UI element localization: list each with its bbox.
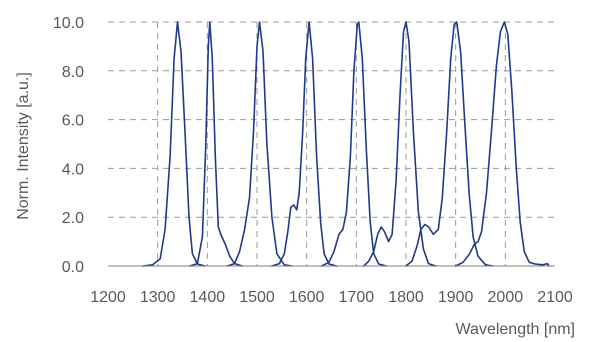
axis-layer: 0.0 2.0 4.0 6.0 8.0 10.0 1200 1300 1400 1500 1600 1… xyxy=(53,15,573,306)
x-tick-label: 1600 xyxy=(289,289,325,306)
y-axis-title: Norm. Intensity [a.u.] xyxy=(15,72,32,220)
x-tick-label: 1500 xyxy=(239,289,275,306)
x-tick-label: 1400 xyxy=(190,289,226,306)
labels-layer: Norm. Intensity [a.u.] Wavelength [nm] xyxy=(15,72,575,338)
series-line xyxy=(363,21,437,267)
y-tick-label: 4.0 xyxy=(62,161,84,178)
x-tick-label: 1300 xyxy=(140,289,176,306)
grid-layer xyxy=(108,21,555,266)
series-line xyxy=(454,21,550,267)
series-line xyxy=(189,21,243,267)
x-tick-label: 1200 xyxy=(90,289,126,306)
y-tick-label: 2.0 xyxy=(62,210,84,227)
x-tick-label: 1900 xyxy=(438,289,474,306)
x-tick-label: 2100 xyxy=(537,289,573,306)
y-tick-label: 8.0 xyxy=(62,64,84,81)
y-tick-label: 6.0 xyxy=(62,113,84,130)
y-tick-label: 10.0 xyxy=(53,15,84,32)
y-tick-label: 0.0 xyxy=(62,259,84,276)
series-line xyxy=(405,21,494,267)
series-line xyxy=(320,21,387,267)
x-tick-label: 2000 xyxy=(488,289,524,306)
x-tick-label: 1800 xyxy=(388,289,424,306)
series-line xyxy=(226,21,293,267)
x-axis-title: Wavelength [nm] xyxy=(456,321,575,338)
series-line xyxy=(142,21,206,267)
x-tick-label: 1700 xyxy=(339,289,375,306)
series-line xyxy=(271,21,338,267)
series-layer xyxy=(142,21,550,267)
